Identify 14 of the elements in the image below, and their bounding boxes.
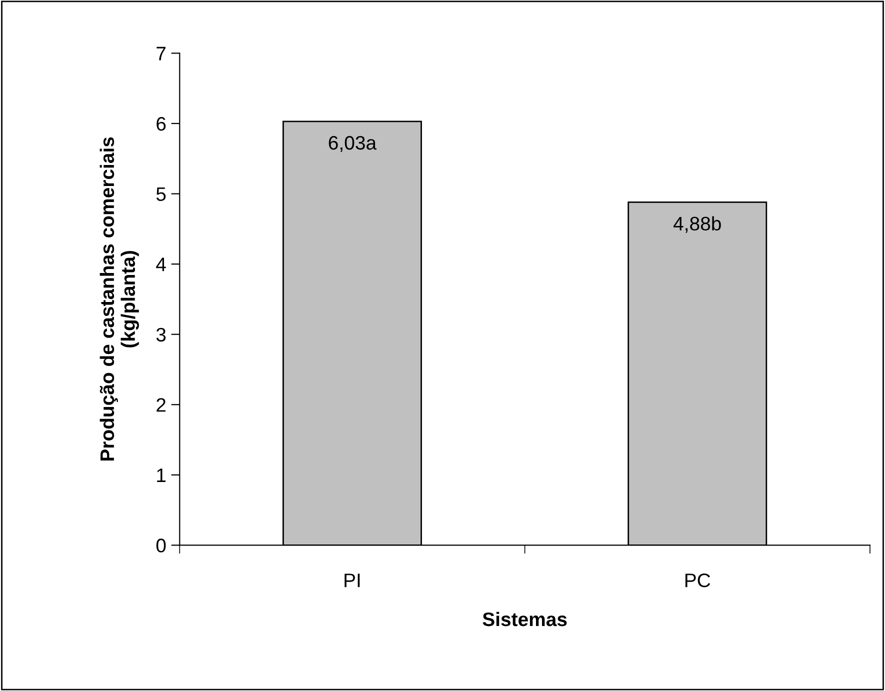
x-tick-label: PC — [685, 573, 710, 588]
y-tick-label: 6 — [156, 116, 166, 131]
y-axis-title: Produção de castanhas comerciais (kg/planta) — [100, 137, 139, 461]
y-tick-label: 7 — [156, 46, 166, 60]
y-tick-label: 0 — [156, 538, 166, 552]
y-tick-label: 1 — [157, 468, 166, 482]
y-tick-label: 2 — [156, 398, 166, 412]
y-tick-label: 3 — [156, 328, 166, 342]
data-label: 4,88b — [674, 216, 721, 233]
x-axis-title: Sistemas — [482, 612, 567, 626]
x-tick-label: PI — [344, 574, 360, 588]
y-tick-label: 4 — [156, 258, 166, 272]
y-tick-label: 5 — [156, 187, 166, 202]
data-label: 6,03a — [328, 136, 377, 152]
